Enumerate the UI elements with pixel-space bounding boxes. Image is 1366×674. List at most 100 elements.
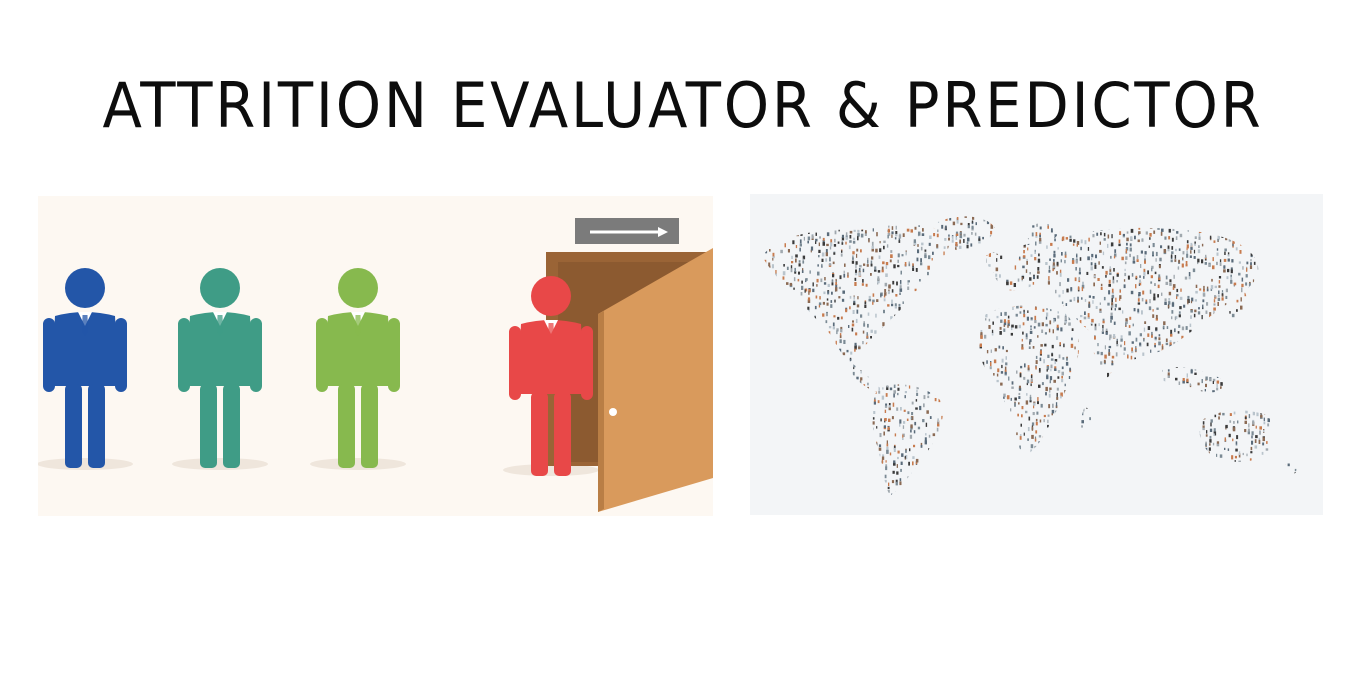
person-dot bbox=[1167, 448, 1169, 453]
person-dot bbox=[1077, 350, 1080, 355]
person-dot bbox=[766, 500, 768, 503]
person-dot bbox=[1259, 229, 1263, 232]
person-dot bbox=[1103, 359, 1106, 363]
person-dot bbox=[1070, 408, 1073, 412]
person-dot bbox=[975, 483, 977, 488]
person-dot bbox=[928, 313, 931, 316]
person-dot bbox=[916, 378, 919, 383]
person-dot bbox=[801, 401, 805, 405]
person-dot bbox=[792, 501, 795, 504]
person-dot bbox=[1314, 206, 1317, 210]
person-dot bbox=[995, 206, 998, 208]
person-dot bbox=[1287, 214, 1289, 216]
person-dot bbox=[1272, 208, 1274, 210]
person-dot bbox=[1004, 366, 1007, 371]
person-dot bbox=[1240, 368, 1242, 373]
person-dot bbox=[1164, 236, 1167, 240]
person-dot bbox=[1289, 437, 1291, 441]
person-dot bbox=[1292, 195, 1294, 197]
person-dot bbox=[860, 505, 861, 508]
person-dot bbox=[1156, 307, 1159, 310]
person-dot bbox=[1188, 348, 1191, 352]
person-dot bbox=[1052, 453, 1055, 457]
person-dot bbox=[1069, 367, 1071, 371]
person-dot bbox=[1100, 490, 1102, 494]
person-dot bbox=[1094, 336, 1096, 340]
person-dot bbox=[1168, 301, 1171, 305]
person-dot bbox=[1045, 262, 1048, 265]
person-dot bbox=[919, 405, 922, 411]
person-dot bbox=[1310, 471, 1312, 475]
person-dot bbox=[993, 498, 995, 502]
person-dot bbox=[939, 195, 941, 198]
person-dot bbox=[1186, 438, 1189, 441]
person-dot bbox=[762, 417, 766, 422]
person-dot bbox=[751, 354, 754, 357]
person-dot bbox=[1209, 312, 1212, 316]
person-dot bbox=[1239, 315, 1242, 319]
person-dot bbox=[1023, 239, 1026, 243]
person-dot bbox=[1026, 316, 1029, 321]
person-dot bbox=[899, 292, 901, 295]
person-dot bbox=[947, 316, 949, 321]
person-dot bbox=[1296, 321, 1297, 326]
person-dot bbox=[980, 393, 983, 396]
person-dot bbox=[1282, 357, 1285, 362]
person-dot bbox=[952, 297, 954, 301]
person-dot bbox=[1227, 254, 1230, 257]
person-dot bbox=[1186, 195, 1189, 198]
person-dot bbox=[1189, 323, 1192, 327]
person-dot bbox=[1147, 204, 1148, 207]
person-dot bbox=[762, 232, 765, 235]
person-dot bbox=[790, 398, 792, 401]
person-dot bbox=[803, 492, 807, 496]
person-dot bbox=[920, 442, 923, 446]
person-dot bbox=[955, 247, 957, 251]
person-dot bbox=[1123, 279, 1126, 282]
person-dot bbox=[1105, 275, 1107, 278]
person-dot bbox=[1145, 423, 1148, 427]
person-dot bbox=[1216, 316, 1219, 320]
person-dot bbox=[756, 342, 758, 344]
person-dot bbox=[1165, 472, 1168, 476]
person-dot bbox=[834, 238, 836, 243]
person-dot bbox=[1052, 403, 1054, 408]
person-dot bbox=[802, 326, 805, 331]
person-dot bbox=[1284, 211, 1286, 215]
person-dot bbox=[942, 401, 945, 404]
person-dot bbox=[985, 509, 987, 513]
person-dot bbox=[1013, 486, 1015, 489]
person-dot bbox=[940, 369, 943, 373]
person-dot bbox=[1031, 302, 1033, 306]
person-dot bbox=[1212, 194, 1213, 196]
person-dot bbox=[1306, 345, 1308, 349]
person-dot bbox=[1176, 296, 1178, 299]
person-dot bbox=[1132, 384, 1136, 389]
person-dot bbox=[1212, 321, 1215, 325]
person-dot bbox=[958, 389, 961, 392]
person-dot bbox=[1133, 195, 1135, 198]
person-dot bbox=[838, 286, 841, 290]
person-dot bbox=[1188, 346, 1191, 349]
person-dot bbox=[1162, 216, 1164, 218]
person-dot bbox=[1014, 397, 1017, 401]
person-dot bbox=[986, 485, 989, 488]
person-dot bbox=[1189, 458, 1191, 462]
person-dot bbox=[1223, 258, 1227, 262]
person-dot bbox=[858, 402, 861, 405]
person-dot bbox=[880, 220, 884, 224]
person-dot bbox=[1037, 322, 1041, 327]
person-dot bbox=[1020, 491, 1023, 496]
person-dot bbox=[1079, 207, 1081, 210]
person-dot bbox=[1135, 284, 1137, 289]
person-dot bbox=[941, 286, 944, 291]
person-dot bbox=[840, 316, 843, 320]
person-dot bbox=[1314, 331, 1315, 334]
person-dot bbox=[1020, 229, 1023, 233]
person-dot bbox=[1075, 259, 1078, 264]
person-dot bbox=[841, 443, 844, 446]
person-dot bbox=[1225, 354, 1228, 359]
person-dot bbox=[1029, 277, 1032, 281]
person-dot bbox=[885, 464, 888, 468]
person-dot bbox=[828, 334, 831, 339]
